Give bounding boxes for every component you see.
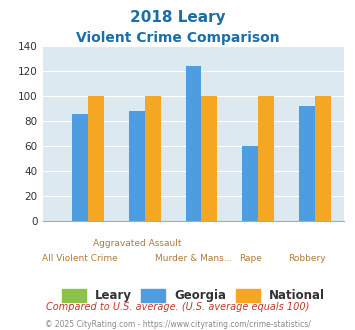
Text: Murder & Mans...: Murder & Mans...: [155, 254, 232, 263]
Text: Aggravated Assault: Aggravated Assault: [93, 239, 181, 248]
Text: Rape: Rape: [239, 254, 262, 263]
Bar: [88, 96, 104, 221]
Text: © 2025 CityRating.com - https://www.cityrating.com/crime-statistics/: © 2025 CityRating.com - https://www.city…: [45, 320, 310, 329]
Bar: [258, 96, 274, 221]
Text: Robbery: Robbery: [288, 254, 326, 263]
Text: All Violent Crime: All Violent Crime: [42, 254, 118, 263]
Legend: Leary, Georgia, National: Leary, Georgia, National: [57, 285, 330, 307]
Bar: [242, 146, 258, 221]
Text: Violent Crime Comparison: Violent Crime Comparison: [76, 31, 279, 45]
Bar: [72, 114, 88, 221]
Text: Compared to U.S. average. (U.S. average equals 100): Compared to U.S. average. (U.S. average …: [46, 302, 309, 312]
Bar: [145, 96, 160, 221]
Bar: [186, 66, 201, 221]
Text: 2018 Leary: 2018 Leary: [130, 10, 225, 25]
Bar: [129, 111, 145, 221]
Bar: [201, 96, 217, 221]
Bar: [315, 96, 331, 221]
Bar: [299, 106, 315, 221]
